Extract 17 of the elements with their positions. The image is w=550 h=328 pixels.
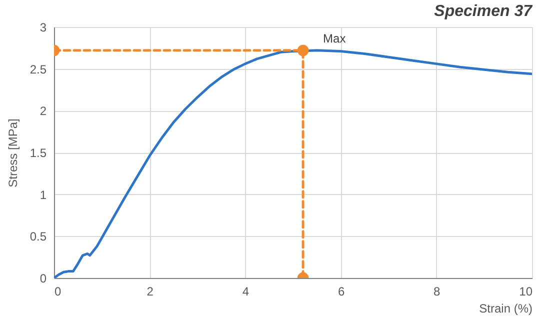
annotation: Max xyxy=(323,31,346,46)
x-tick-label: 8 xyxy=(434,284,441,298)
x-tick-label: 10 xyxy=(519,284,533,298)
y-tick-label: 2 xyxy=(40,104,47,118)
y-tick-label: 1 xyxy=(40,188,47,202)
x-tick-label: 0 xyxy=(54,284,62,298)
y-tick-label: 3 xyxy=(40,20,47,34)
x-axis-title: Strain (%) xyxy=(479,302,533,316)
y-tick-label: 0 xyxy=(40,272,47,286)
y-tick-label: 1.5 xyxy=(30,146,47,160)
chart-title: Specimen 37 xyxy=(434,3,534,20)
y-tick-label: 2.5 xyxy=(30,62,47,76)
y-tick-label: 0.5 xyxy=(30,230,47,244)
x-tick-label: 6 xyxy=(338,284,345,298)
x-tick-label: 4 xyxy=(242,284,250,298)
y-axis-title: Stress [MPa] xyxy=(6,118,20,188)
x-tick-label: 2 xyxy=(146,284,154,298)
